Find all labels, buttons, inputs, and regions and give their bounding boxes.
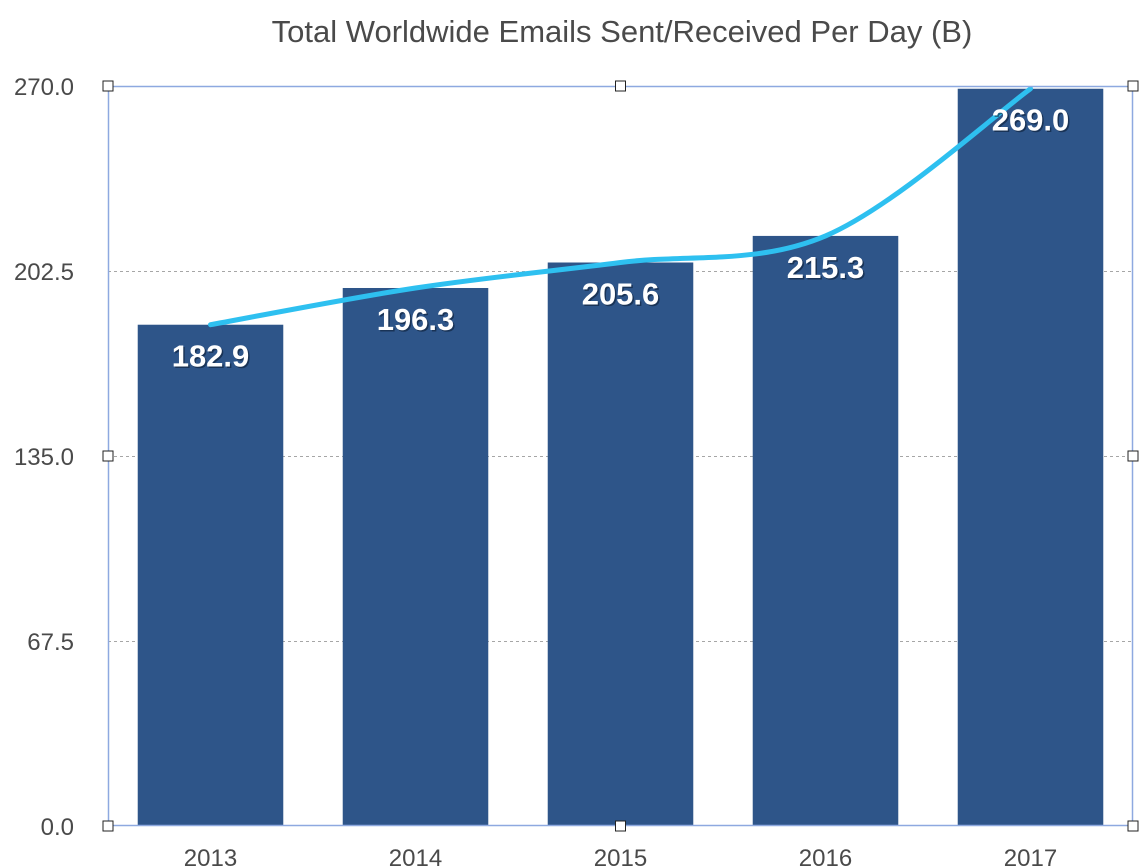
resize-handle[interactable] — [1127, 80, 1139, 92]
y-tick-label: 202.5 — [14, 259, 74, 286]
data-label-2016: 215.3 — [787, 250, 865, 285]
x-tick-label-2016: 2016 — [799, 845, 852, 868]
resize-handle[interactable] — [102, 80, 114, 92]
data-label-2017: 269.0 — [992, 103, 1070, 138]
bar-2016[interactable] — [752, 235, 899, 826]
x-tick-label-2014: 2014 — [389, 845, 442, 868]
x-tick-label-2013: 2013 — [184, 845, 237, 868]
data-label-shadow: 196.3 — [378, 303, 456, 338]
data-labels: 182.9182.9196.3196.3205.6205.6215.3215.3… — [172, 103, 1071, 375]
bar-2014[interactable] — [342, 287, 489, 827]
resize-handle[interactable] — [615, 820, 626, 832]
y-tick-label: 0.0 — [41, 814, 74, 841]
resize-handle[interactable] — [1127, 820, 1139, 832]
resize-handle[interactable] — [102, 450, 114, 462]
bar-2013[interactable] — [137, 324, 284, 826]
bar-2015[interactable] — [547, 262, 694, 827]
y-axis-ticks: 0.0 67.5 135.0 202.5 270.0 — [14, 74, 74, 841]
bars — [137, 88, 1104, 827]
y-tick-label: 270.0 — [14, 74, 74, 101]
x-tick-label-2015: 2015 — [594, 845, 647, 868]
data-label-2014: 196.3 — [377, 302, 455, 337]
resize-handle[interactable] — [615, 80, 626, 92]
resize-handle[interactable] — [102, 820, 114, 832]
y-tick-label: 135.0 — [14, 444, 74, 471]
data-label-shadow: 269.0 — [993, 104, 1071, 139]
resize-handle[interactable] — [1127, 450, 1139, 462]
chart-title: Total Worldwide Emails Sent/Received Per… — [272, 14, 973, 49]
trendline-layer — [208, 86, 1033, 328]
trendline[interactable] — [208, 86, 1033, 328]
chart-selection-frame[interactable] — [102, 80, 1139, 832]
data-label-shadow: 215.3 — [788, 251, 866, 286]
data-label-2013: 182.9 — [172, 339, 250, 374]
bar-2017[interactable] — [957, 88, 1104, 827]
data-label-2015: 205.6 — [582, 277, 660, 312]
x-axis-ticks: 2013 2014 2015 2016 2017 — [184, 845, 1057, 868]
y-tick-label: 67.5 — [27, 629, 74, 656]
x-tick-label-2017: 2017 — [1004, 845, 1057, 868]
data-label-shadow: 205.6 — [583, 278, 661, 313]
data-label-shadow: 182.9 — [173, 340, 251, 375]
